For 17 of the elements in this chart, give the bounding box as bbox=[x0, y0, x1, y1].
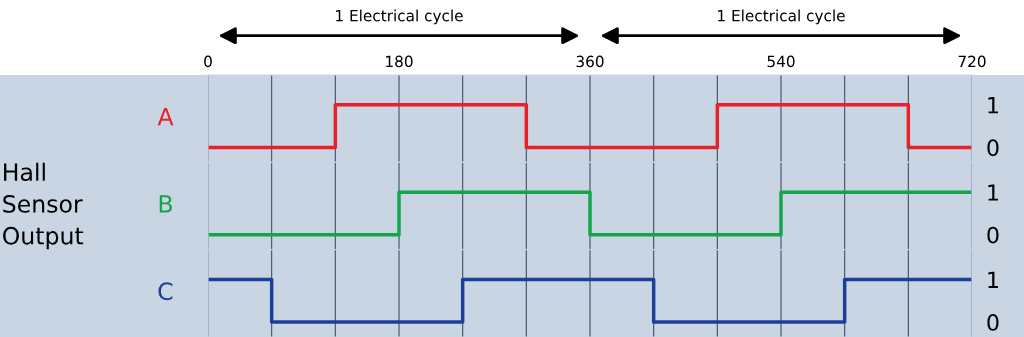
series-label: C bbox=[158, 282, 173, 301]
text: 1 Electrical cycle bbox=[336, 9, 463, 25]
x-tick-label: 360 bbox=[576, 55, 604, 68]
x-tick-label: 0 bbox=[204, 55, 212, 68]
x-tick-label: 180 bbox=[386, 55, 413, 68]
y-tick-label: 1 bbox=[988, 97, 998, 114]
series-label: A bbox=[157, 107, 174, 126]
text: 1 Electrical cycle bbox=[718, 9, 845, 25]
x-tick-label: 540 bbox=[767, 55, 795, 68]
y-axis-title: Hall Sensor Output bbox=[3, 162, 84, 250]
y-tick-label: 0 bbox=[987, 314, 999, 331]
series-label: B bbox=[159, 195, 172, 213]
y-tick-label: 0 bbox=[987, 139, 999, 157]
y-tick-label: 1 bbox=[988, 184, 998, 201]
x-tick-label: 720 bbox=[958, 55, 986, 68]
y-tick-label: 1 bbox=[988, 271, 998, 288]
y-tick-label: 0 bbox=[987, 226, 999, 244]
